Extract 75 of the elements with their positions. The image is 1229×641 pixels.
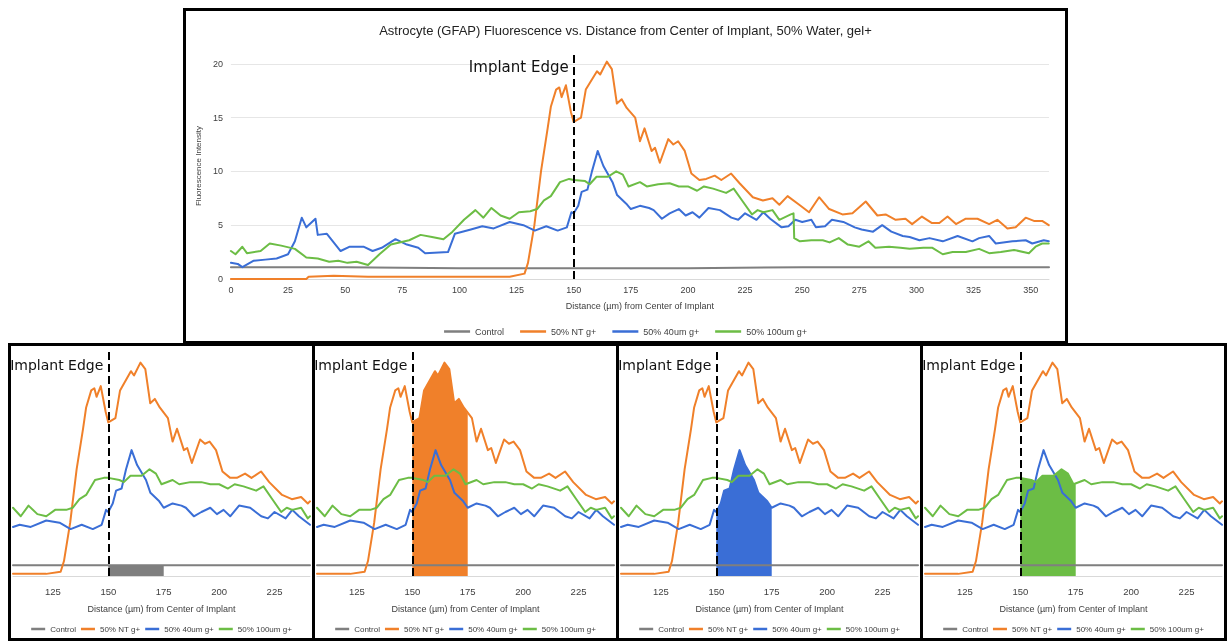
x-tick-label: 175 xyxy=(155,585,172,597)
x-tick-label: 50 xyxy=(340,284,351,295)
y-tick-label: 15 xyxy=(212,112,223,123)
x-tick-label: 275 xyxy=(851,284,867,295)
x-tick-label: 200 xyxy=(211,585,228,597)
x-tick-label: 175 xyxy=(459,585,476,597)
legend-label: 50% 40um g+ xyxy=(772,624,823,634)
x-axis-title: Distance (µm) from Center of Implant xyxy=(565,300,715,311)
legend-label: 50% NT g+ xyxy=(1011,624,1053,634)
y-tick-label: 20 xyxy=(212,58,223,69)
x-tick-label: 300 xyxy=(908,284,924,295)
x-tick-label: 75 xyxy=(397,284,408,295)
legend-label: Control xyxy=(354,624,381,634)
legend-label: 50% 40um g+ xyxy=(468,624,519,634)
x-tick-label: 200 xyxy=(819,585,836,597)
x-tick-label: 200 xyxy=(515,585,532,597)
x-tick-label: 150 xyxy=(404,585,421,597)
x-axis-title: Distance (µm) from Center of Implant xyxy=(87,603,237,614)
y-tick-label: 5 xyxy=(217,220,223,231)
x-tick-label: 150 xyxy=(708,585,725,597)
x-tick-label: 225 xyxy=(1178,585,1195,597)
line-series xyxy=(229,149,1050,269)
legend-label: 50% 100um g+ xyxy=(746,326,807,337)
y-axis-title: Fluorescence Intensity xyxy=(193,125,203,207)
x-tick-label: 175 xyxy=(763,585,780,597)
x-tick-label: 225 xyxy=(874,585,891,597)
x-tick-label: 225 xyxy=(570,585,587,597)
x-tick-label: 325 xyxy=(966,284,982,295)
ref-line-label: Implant Edge xyxy=(468,57,569,76)
ref-line-label: Implant Edge xyxy=(922,357,1016,373)
x-tick-label: 0 xyxy=(228,284,234,295)
x-tick-label: 125 xyxy=(956,585,973,597)
y-tick-label: 0 xyxy=(217,274,223,284)
line-series xyxy=(229,60,1050,280)
x-axis-title: Distance (µm) from Center of Implant xyxy=(391,603,541,614)
x-tick-label: 175 xyxy=(1067,585,1084,597)
legend-label: 50% 100um g+ xyxy=(1149,624,1205,634)
legend-label: Control xyxy=(962,624,989,634)
x-tick-label: 125 xyxy=(509,284,525,295)
legend-label: 50% 40um g+ xyxy=(643,326,700,337)
x-tick-label: 150 xyxy=(566,284,582,295)
legend-label: 50% 40um g+ xyxy=(164,624,215,634)
ref-line-label: Implant Edge xyxy=(10,357,104,373)
legend-label: 50% 100um g+ xyxy=(845,624,901,634)
legend-label: 50% 100um g+ xyxy=(237,624,293,634)
ref-line-label: Implant Edge xyxy=(314,357,408,373)
ref-line-label: Implant Edge xyxy=(618,357,712,373)
x-tick-label: 250 xyxy=(794,284,810,295)
y-tick-label: 10 xyxy=(212,166,223,177)
legend-label: 50% NT g+ xyxy=(707,624,749,634)
x-tick-label: 100 xyxy=(451,284,467,295)
x-axis-title: Distance (µm) from Center of Implant xyxy=(695,603,845,614)
legend-label: Control xyxy=(475,326,505,337)
x-tick-label: 175 xyxy=(623,284,639,295)
x-tick-label: 125 xyxy=(348,585,365,597)
x-tick-label: 125 xyxy=(44,585,61,597)
x-tick-label: 150 xyxy=(100,585,117,597)
legend-label: Control xyxy=(658,624,685,634)
legend-label: 50% 100um g+ xyxy=(541,624,597,634)
x-tick-label: 150 xyxy=(1012,585,1029,597)
legend-label: Control xyxy=(50,624,77,634)
x-tick-label: 125 xyxy=(652,585,669,597)
x-tick-label: 225 xyxy=(266,585,283,597)
x-tick-label: 25 xyxy=(283,284,294,295)
legend-label: 50% NT g+ xyxy=(99,624,141,634)
x-tick-label: 350 xyxy=(1023,284,1039,295)
x-tick-label: 225 xyxy=(737,284,753,295)
legend-label: 50% NT g+ xyxy=(403,624,445,634)
line-series xyxy=(229,170,1050,267)
x-tick-label: 200 xyxy=(1123,585,1140,597)
legend-label: 50% NT g+ xyxy=(551,326,597,337)
legend-label: 50% 40um g+ xyxy=(1076,624,1127,634)
x-tick-label: 200 xyxy=(680,284,696,295)
chart-title: Astrocyte (GFAP) Fluorescence vs. Distance from Center of Implant, 50% Water, gel+ xyxy=(379,23,872,38)
x-axis-title: Distance (µm) from Center of Implant xyxy=(999,603,1149,614)
